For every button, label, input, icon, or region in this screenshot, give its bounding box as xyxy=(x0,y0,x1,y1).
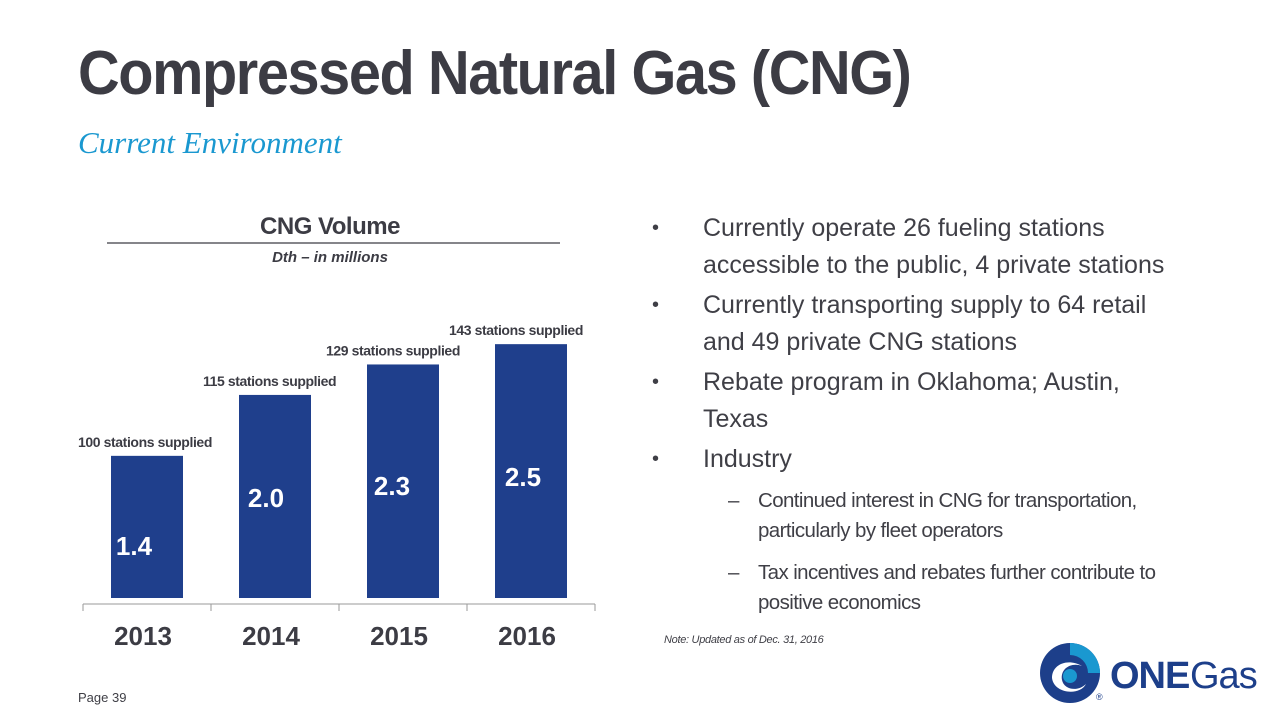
x-tick-label: 2014 xyxy=(242,621,300,651)
chart-bar xyxy=(495,344,567,598)
bar-annotation: 129 stations supplied xyxy=(326,342,460,358)
bullet-item: • Rebate program in Oklahoma; Austin, Te… xyxy=(650,364,1270,438)
sub-bullet-dash: – xyxy=(728,489,739,512)
cng-volume-chart: CNG Volume Dth – in millions 1.4 100 statio… xyxy=(78,213,596,651)
logo-text-one: ONE xyxy=(1110,655,1189,697)
one-gas-logo: ONE Gas ® xyxy=(1040,643,1258,703)
bullet-item: • Industry xyxy=(650,441,1270,478)
bullet-line: Industry xyxy=(703,445,792,473)
bullet-line: Texas xyxy=(703,405,769,433)
bar-value-label: 2.3 xyxy=(374,471,410,501)
bullet-dot: • xyxy=(652,294,660,316)
chart-title: CNG Volume xyxy=(260,213,400,240)
bar-annotation: 115 stations supplied xyxy=(203,373,336,389)
bullet-line: accessible to the public, 4 private stat… xyxy=(703,251,1165,279)
page-title: Compressed Natural Gas (CNG) xyxy=(78,39,912,108)
bar-value-label: 2.5 xyxy=(505,462,541,492)
bullet-dot: • xyxy=(652,371,660,393)
chart-bar xyxy=(367,364,439,598)
sub-bullet-line: positive economics xyxy=(758,591,921,614)
footnote: Note: Updated as of Dec. 31, 2016 xyxy=(664,634,824,646)
bar-value-label: 2.0 xyxy=(248,483,284,513)
bar-annotation: 100 stations supplied xyxy=(78,434,212,450)
bullet-dot: • xyxy=(652,217,660,239)
sub-bullet-line: Continued interest in CNG for transporta… xyxy=(758,489,1137,512)
x-tick-label: 2015 xyxy=(370,621,428,651)
sub-bullet-line: Tax incentives and rebates further contr… xyxy=(758,561,1156,584)
bullet-list: • Currently operate 26 fueling stations … xyxy=(650,210,1270,618)
x-tick-label: 2016 xyxy=(498,621,556,651)
bullet-line: Currently transporting supply to 64 reta… xyxy=(703,291,1147,319)
flame-mark-icon xyxy=(1040,643,1100,703)
chart-subtitle: Dth – in millions xyxy=(272,249,388,266)
chart-bar xyxy=(111,455,183,598)
bar-value-label: 1.4 xyxy=(116,531,153,561)
sub-bullet-item: – Continued interest in CNG for transpor… xyxy=(650,486,1270,546)
bullet-line: Currently operate 26 fueling stations xyxy=(703,214,1105,242)
sub-bullet-item: – Tax incentives and rebates further con… xyxy=(650,558,1270,618)
sub-bullet-line: particularly by fleet operators xyxy=(758,519,1003,542)
chart-bar xyxy=(239,394,311,598)
sub-bullet-dash: – xyxy=(728,561,739,584)
bullet-line: Rebate program in Oklahoma; Austin, xyxy=(703,368,1120,396)
x-tick-label: 2013 xyxy=(114,621,172,651)
page-number: Page 39 xyxy=(78,690,127,705)
bullet-line: and 49 private CNG stations xyxy=(703,328,1018,356)
page-subtitle: Current Environment xyxy=(78,125,342,160)
bullet-dot: • xyxy=(652,448,660,470)
bar-annotation: 143 stations supplied xyxy=(449,322,583,338)
bullet-item: • Currently transporting supply to 64 re… xyxy=(650,287,1270,361)
bullet-item: • Currently operate 26 fueling stations … xyxy=(650,210,1270,284)
logo-text-gas: Gas xyxy=(1190,655,1257,697)
logo-registered-mark: ® xyxy=(1096,692,1103,702)
